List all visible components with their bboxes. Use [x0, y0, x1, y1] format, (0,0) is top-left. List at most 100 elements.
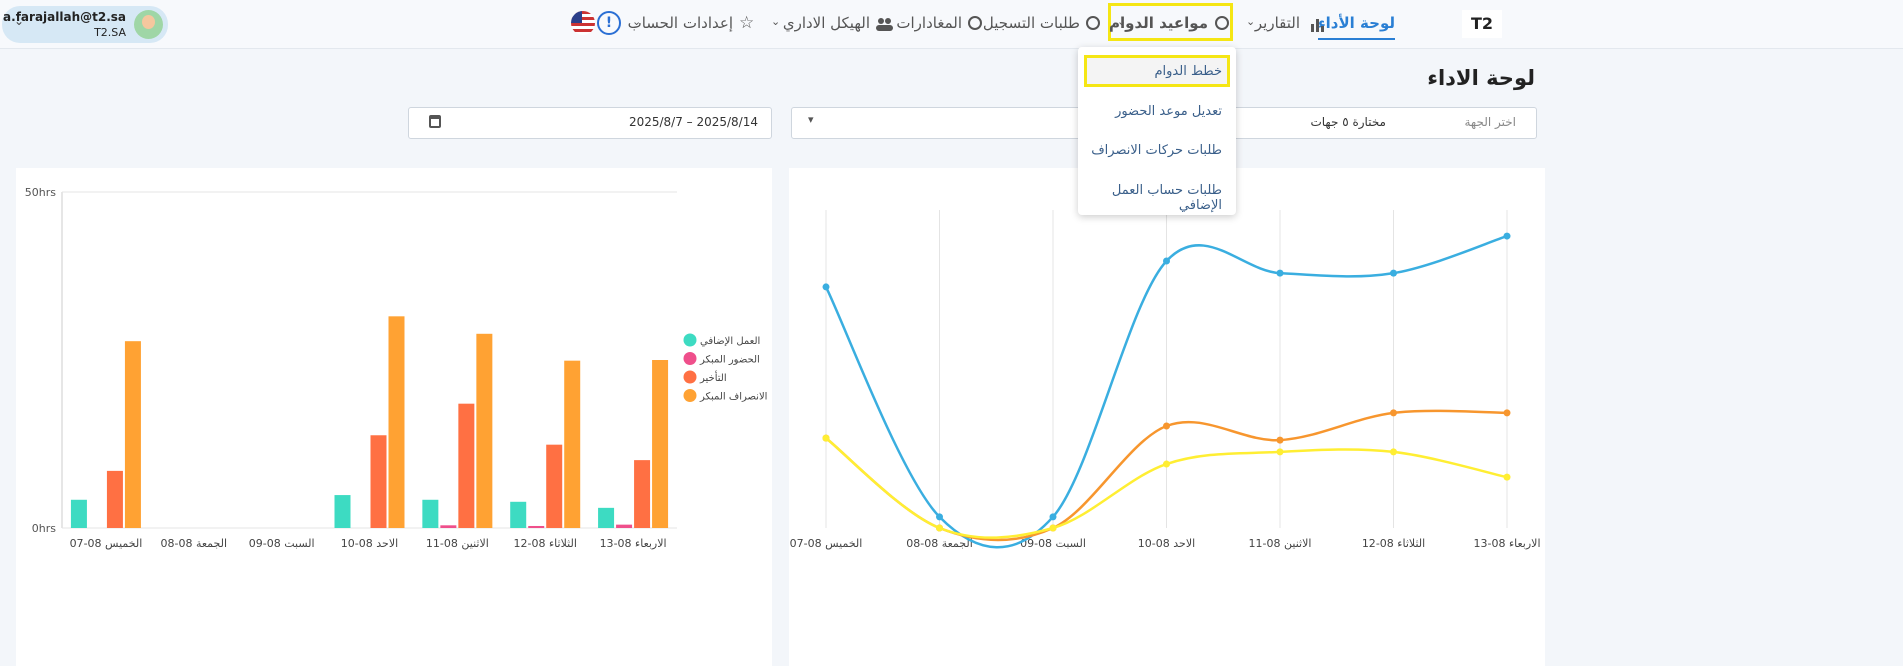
nav-item[interactable]: التقارير — [1254, 14, 1300, 32]
point — [1276, 269, 1284, 277]
point — [1276, 436, 1284, 444]
bar — [458, 403, 475, 528]
highlight — [1084, 55, 1230, 87]
point — [1163, 460, 1170, 468]
menu-item[interactable]: طلبات حركات الانصراف — [1091, 143, 1222, 158]
legend-label: العمل الإضافي — [700, 336, 760, 347]
user-org: T2.SA — [94, 26, 126, 39]
x-tick-label: الاحد 08-10 — [1138, 537, 1195, 550]
nav-item[interactable]: إعدادات الحساب — [627, 14, 733, 32]
chevron: ⌄ — [1117, 15, 1127, 28]
point — [1049, 524, 1057, 532]
x-tick-label: السبت 08-09 — [1020, 537, 1086, 550]
legend-swatch — [683, 389, 697, 402]
y-tick-label: 0hrs — [32, 522, 56, 535]
avatar — [134, 10, 163, 39]
point — [1276, 448, 1284, 456]
menu-item[interactable]: خطط الدوام — [1154, 64, 1222, 79]
point — [1503, 409, 1511, 417]
x-tick-label: الثلاثاء 08-12 — [1362, 537, 1425, 550]
bar — [334, 495, 351, 528]
point — [936, 524, 943, 532]
bar — [598, 507, 615, 528]
bar — [634, 460, 651, 528]
page-title: لوحة الاداء — [1427, 66, 1535, 90]
point — [822, 283, 830, 291]
bar — [370, 435, 387, 528]
bar — [106, 470, 123, 528]
clock-icon — [1215, 16, 1229, 30]
bar — [546, 444, 563, 528]
x-tick-label: الثلاثاء 08-12 — [514, 537, 577, 550]
play-icon — [1086, 16, 1100, 30]
point — [1163, 257, 1170, 265]
user-box[interactable]: a.farajallah@t2.sa T2.SA ⌄ — [2, 6, 168, 43]
bar — [440, 525, 457, 528]
point — [1390, 409, 1397, 417]
bar — [388, 316, 405, 528]
dropdown-menu: خطط الدوام تعديل موعد الحضور طلبات حركات… — [1078, 47, 1236, 215]
menu-item[interactable]: طلبات حساب العمل الإضافي — [1111, 183, 1222, 213]
people-icon — [876, 16, 893, 31]
nav-item[interactable]: المغادارات — [896, 14, 962, 32]
legend-swatch — [683, 333, 697, 347]
bar — [70, 499, 87, 528]
bar — [528, 525, 545, 528]
chevron: ⌄ — [632, 15, 642, 28]
date-range: 2025/8/7 – 2025/8/14 — [628, 115, 758, 129]
x-tick-label: الجمعة 08-08 — [161, 537, 228, 550]
point — [1503, 232, 1511, 240]
bar — [124, 341, 141, 528]
menu-item[interactable]: تعديل موعد الحضور — [1115, 104, 1222, 119]
y-tick-label: 50hrs — [25, 186, 56, 199]
chevron: ⌄ — [14, 14, 25, 28]
user-email: a.farajallah@t2.sa — [3, 10, 126, 24]
nav-item[interactable]: طلبات التسجيل — [982, 14, 1080, 32]
logo[interactable]: T2 — [1462, 10, 1502, 38]
nav-item[interactable]: الهيكل الاداري — [782, 14, 870, 32]
point — [1390, 269, 1397, 277]
calendar-icon — [429, 115, 441, 128]
legend-label: الانصراف المبكر — [699, 392, 767, 403]
point — [822, 434, 830, 442]
select-label: اختر الجهة — [1464, 115, 1516, 129]
legend-swatch — [683, 370, 697, 384]
date-picker[interactable]: 2025/8/7 – 2025/8/14 — [408, 107, 772, 139]
star-icon: ☆ — [739, 13, 755, 33]
nav-item[interactable]: مواعيد الدوام — [1109, 14, 1208, 32]
bar — [652, 360, 669, 528]
highlight — [1108, 3, 1233, 41]
point — [1503, 473, 1511, 481]
x-tick-label: الجمعة 08-08 — [906, 537, 973, 550]
point — [936, 513, 943, 521]
x-tick-label: الاربعاء 08-13 — [1473, 537, 1540, 550]
chevron: ▾ — [808, 113, 814, 126]
bar — [564, 360, 581, 528]
alert-icon[interactable]: ! — [597, 11, 621, 35]
play-icon — [968, 16, 982, 30]
chevron: ⌄ — [1246, 15, 1256, 28]
bar — [616, 524, 633, 528]
reports-icon — [1310, 17, 1324, 32]
line — [824, 234, 1508, 549]
language-flag[interactable] — [571, 11, 595, 35]
point — [1163, 422, 1170, 430]
legend-label: التأخير — [699, 370, 727, 384]
select-value: مختارة ٥ جهات — [1310, 115, 1386, 129]
x-tick-label: الاثنين 08-11 — [1249, 537, 1312, 550]
x-tick-label: الخميس 08-07 — [790, 537, 863, 550]
x-tick-label: الاثنين 08-11 — [426, 537, 489, 550]
chevron: ⌄ — [771, 15, 781, 28]
x-tick-label: الخميس 08-07 — [70, 537, 143, 550]
x-tick-label: الاحد 08-10 — [341, 537, 398, 550]
point — [1390, 448, 1397, 456]
x-tick-label: الاربعاء 08-13 — [600, 537, 667, 550]
header: T2 لوحة الأداء التقارير ⌄ مواعيد الدوام … — [0, 0, 1903, 49]
legend-swatch — [683, 352, 697, 365]
nav-item[interactable]: لوحة الأداء — [1318, 14, 1395, 40]
point — [1049, 513, 1057, 521]
legend-label: الحضور المبكر — [699, 355, 760, 366]
bar — [422, 499, 439, 528]
